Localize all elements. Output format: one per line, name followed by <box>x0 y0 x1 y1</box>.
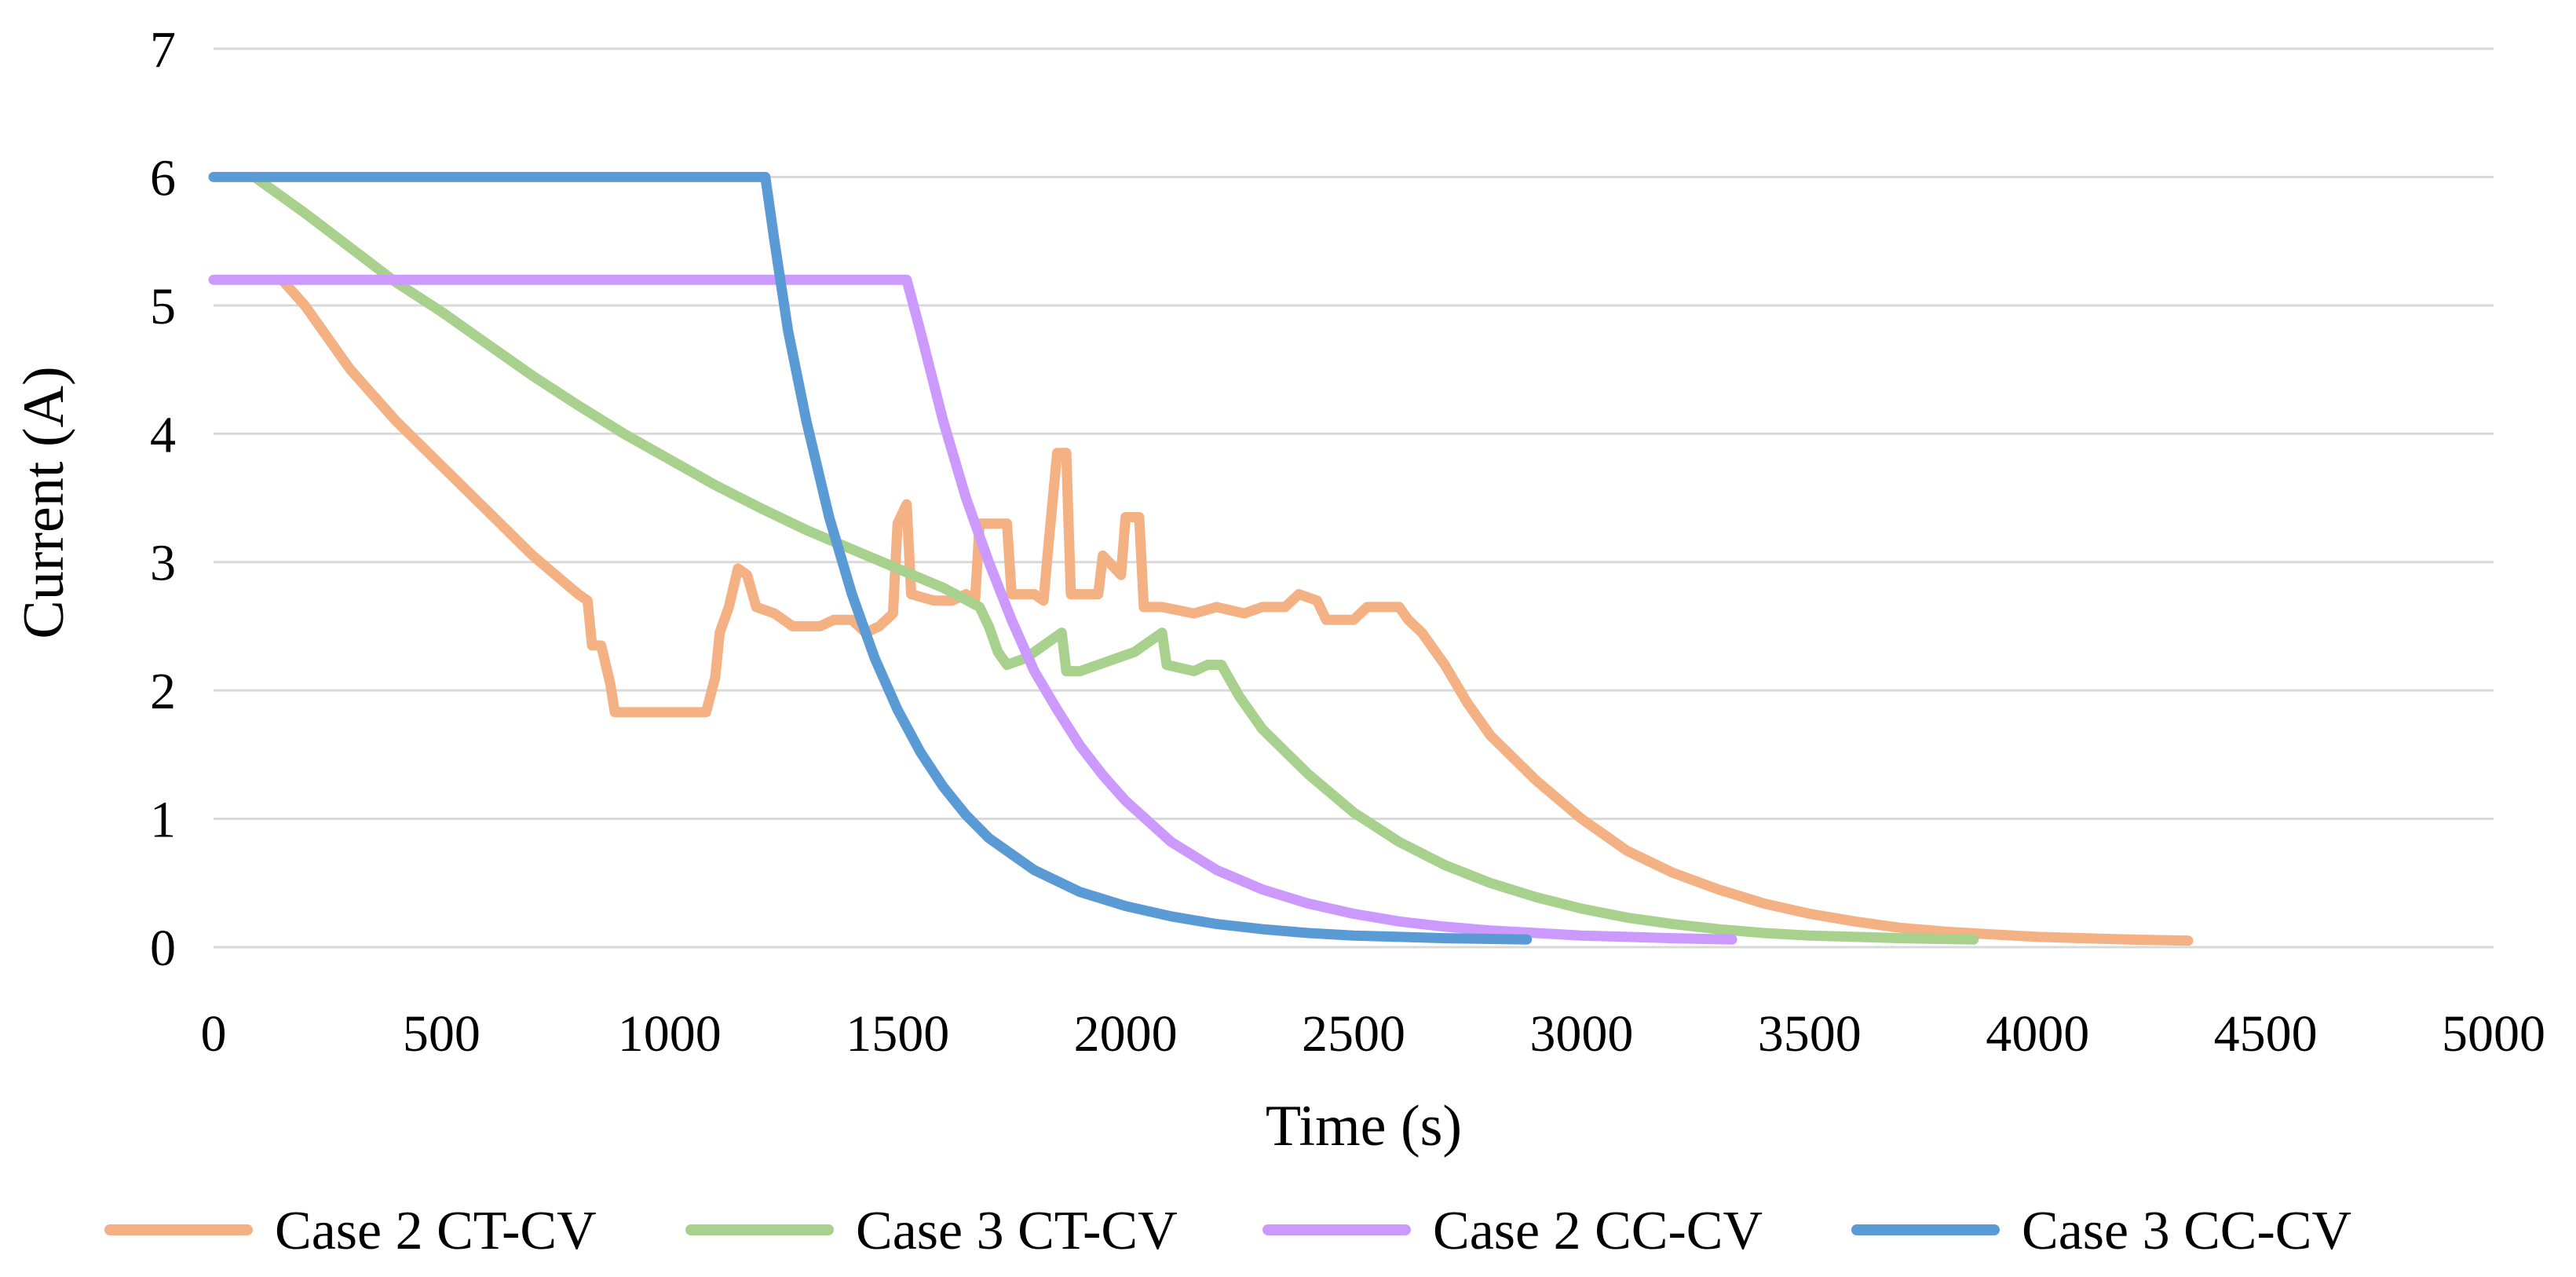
y-tick-label: 7 <box>150 21 176 79</box>
x-tick-label: 4000 <box>1986 1005 2089 1063</box>
series-line-case-3-ct-cv <box>249 171 1979 945</box>
y-tick-label: 4 <box>150 406 176 463</box>
x-tick-label: 1000 <box>618 1005 722 1063</box>
x-tick-label: 3000 <box>1529 1005 1633 1063</box>
series-line-case-2-cc-cv <box>208 274 1737 945</box>
legend-label: Case 2 CT-CV <box>275 1201 597 1261</box>
legend: Case 2 CT-CV Case 3 CT-CV Case 2 CC-CV Case… <box>104 1201 2351 1261</box>
plot-area <box>208 171 2194 946</box>
y-axis-ticks: 0 1 2 3 4 5 6 7 <box>150 21 176 977</box>
y-tick-label: 2 <box>150 663 176 720</box>
y-tick-label: 5 <box>150 278 176 335</box>
x-axis-title: Time (s) <box>1266 1094 1462 1158</box>
x-axis-ticks: 0 500 1000 1500 2000 2500 3000 3500 4000 4500 5000 <box>201 1005 2546 1063</box>
x-tick-label: 1500 <box>846 1005 949 1063</box>
legend-label: Case 3 CC-CV <box>2022 1201 2351 1261</box>
legend-label: Case 2 CC-CV <box>1433 1201 1763 1261</box>
series-line-case-3-cc-cv <box>208 171 1533 945</box>
x-tick-label: 5000 <box>2442 1005 2545 1063</box>
y-tick-label: 1 <box>150 792 176 849</box>
y-tick-label: 3 <box>150 535 176 592</box>
x-tick-label: 2500 <box>1302 1005 1405 1063</box>
legend-label: Case 3 CT-CV <box>856 1201 1178 1261</box>
x-tick-label: 0 <box>201 1005 227 1063</box>
x-tick-label: 500 <box>403 1005 480 1063</box>
y-tick-label: 0 <box>150 920 176 977</box>
x-tick-label: 3500 <box>1758 1005 1862 1063</box>
x-tick-label: 2000 <box>1074 1005 1178 1063</box>
y-axis-title: Current (A) <box>12 366 76 638</box>
series-line-case-2-ct-cv <box>276 274 2194 946</box>
x-tick-label: 4500 <box>2214 1005 2318 1063</box>
y-tick-label: 6 <box>150 149 176 207</box>
